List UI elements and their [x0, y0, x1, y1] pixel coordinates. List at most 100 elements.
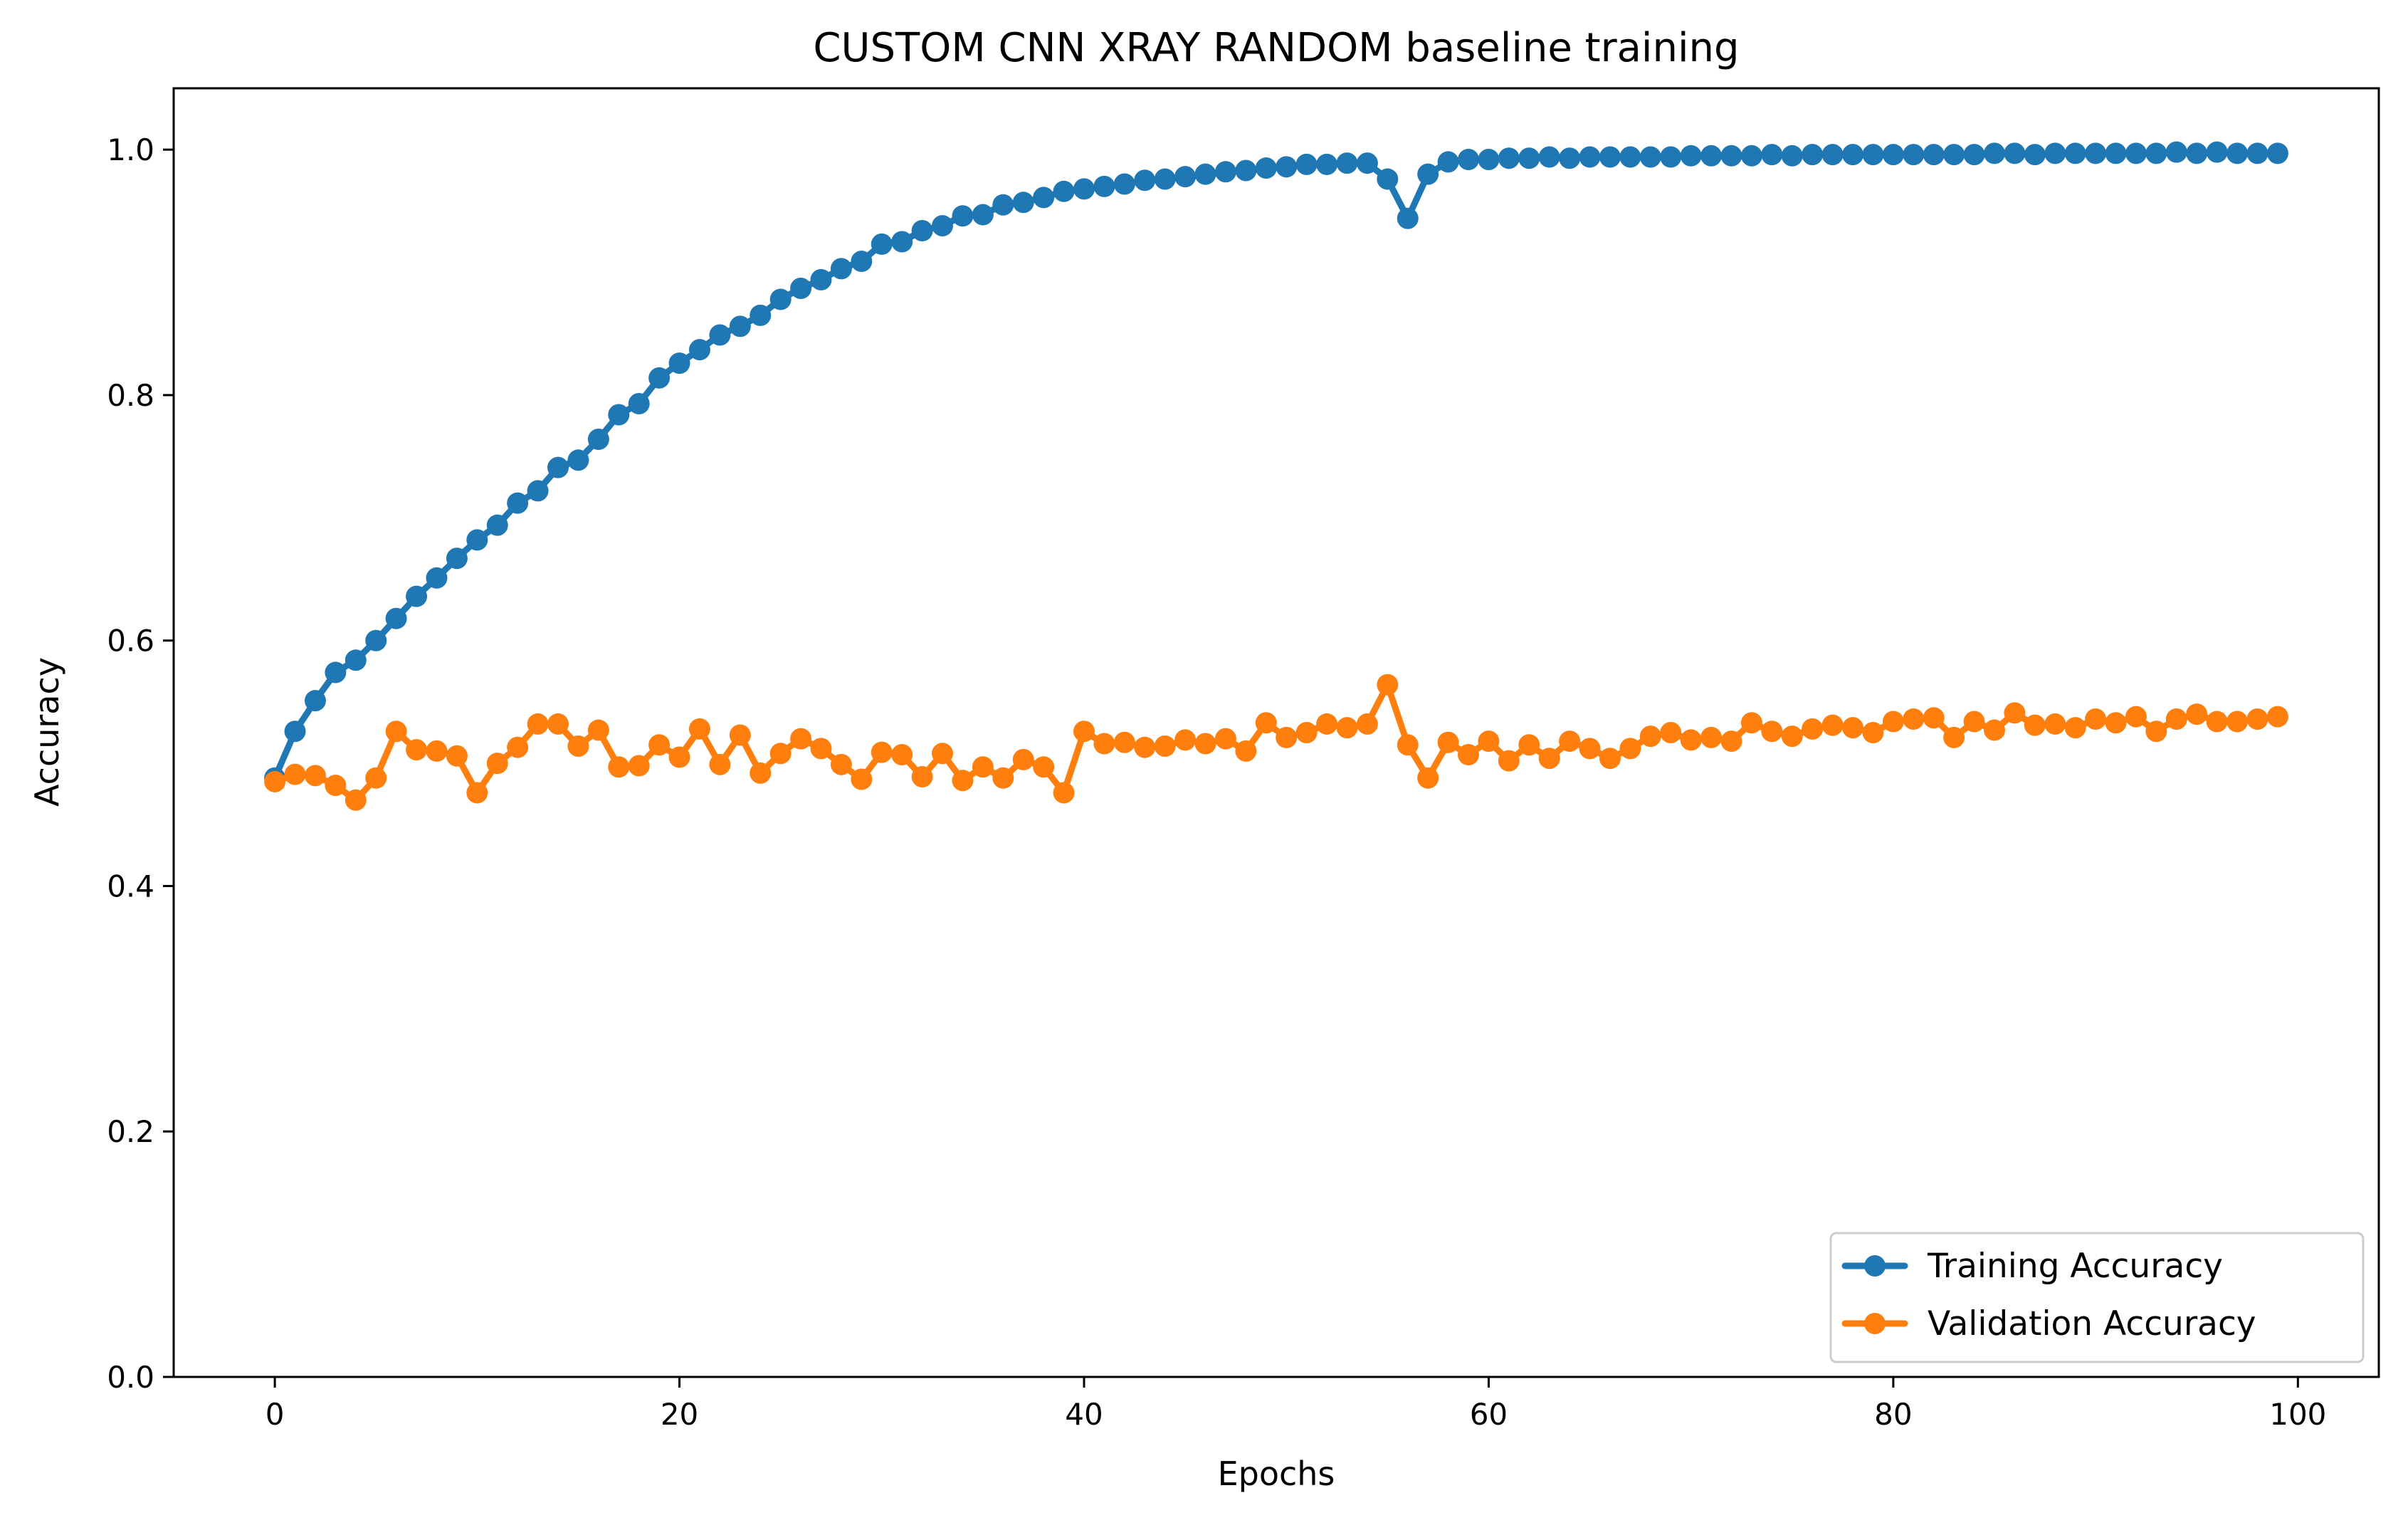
series-markers-training-accuracy — [264, 141, 2288, 789]
series-line-validation-accuracy — [271, 681, 2281, 804]
data-point-validation-accuracy — [1862, 722, 1884, 743]
legend-swatch-marker-training-accuracy — [1864, 1255, 1886, 1277]
data-point-training-accuracy — [729, 315, 751, 337]
data-point-validation-accuracy — [729, 724, 751, 746]
data-point-training-accuracy — [345, 649, 367, 671]
data-point-validation-accuracy — [1983, 719, 2005, 741]
data-point-training-accuracy — [1639, 146, 1661, 168]
data-point-validation-accuracy — [1903, 708, 1925, 730]
data-point-validation-accuracy — [2044, 713, 2066, 735]
data-point-validation-accuracy — [769, 743, 792, 765]
data-point-training-accuracy — [1882, 144, 1904, 166]
data-point-training-accuracy — [992, 194, 1014, 216]
plot-area: 0 20 40 60 80 100 0.0 0.2 0.4 0.6 0.8 1.0 — [107, 87, 2380, 1432]
data-point-validation-accuracy — [1720, 730, 1742, 753]
data-point-training-accuracy — [932, 215, 954, 237]
data-point-validation-accuracy — [2024, 714, 2046, 736]
legend-label-training-accuracy: Training Accuracy — [1927, 1247, 2223, 1286]
data-point-validation-accuracy — [648, 734, 671, 756]
x-tick-label: 40 — [1065, 1397, 1103, 1432]
data-point-validation-accuracy — [1154, 735, 1176, 757]
data-point-validation-accuracy — [790, 728, 812, 750]
data-point-validation-accuracy — [587, 719, 609, 741]
data-point-validation-accuracy — [1579, 738, 1601, 760]
data-point-validation-accuracy — [1235, 740, 1257, 762]
data-point-validation-accuracy — [2266, 706, 2288, 728]
data-point-training-accuracy — [406, 585, 428, 607]
data-point-training-accuracy — [952, 205, 974, 227]
y-tick-label: 0.0 — [107, 1360, 154, 1395]
data-point-validation-accuracy — [1882, 711, 1904, 733]
data-point-validation-accuracy — [891, 744, 913, 766]
data-point-training-accuracy — [2024, 144, 2046, 166]
data-point-validation-accuracy — [1012, 748, 1034, 770]
data-point-validation-accuracy — [2064, 717, 2086, 739]
data-point-training-accuracy — [1498, 147, 1520, 169]
data-point-training-accuracy — [1862, 144, 1884, 166]
data-point-training-accuracy — [1093, 175, 1115, 197]
data-point-training-accuracy — [1113, 173, 1135, 195]
data-point-validation-accuracy — [1761, 721, 1783, 743]
data-point-validation-accuracy — [1518, 734, 1540, 756]
data-point-training-accuracy — [1377, 168, 1399, 190]
data-point-validation-accuracy — [1639, 725, 1661, 748]
data-point-validation-accuracy — [567, 735, 589, 757]
chart-legend: Training Accuracy Validation Accuracy — [1829, 1232, 2365, 1363]
data-point-validation-accuracy — [1943, 726, 1965, 748]
data-point-validation-accuracy — [952, 770, 974, 792]
data-point-validation-accuracy — [1417, 767, 1439, 789]
data-point-training-accuracy — [527, 480, 549, 502]
legend-box — [1829, 1232, 2365, 1363]
y-tick-label: 0.4 — [107, 869, 154, 903]
data-point-validation-accuracy — [2145, 721, 2167, 743]
data-point-validation-accuracy — [1538, 748, 1560, 770]
data-point-training-accuracy — [1700, 145, 1723, 167]
data-point-training-accuracy — [446, 547, 468, 570]
data-point-training-accuracy — [1720, 145, 1742, 167]
data-point-training-accuracy — [628, 393, 650, 415]
series-markers-validation-accuracy — [264, 674, 2288, 811]
data-point-training-accuracy — [1295, 153, 1318, 175]
data-point-validation-accuracy — [304, 765, 326, 787]
data-point-training-accuracy — [2004, 142, 2026, 164]
data-point-training-accuracy — [1012, 192, 1034, 214]
data-point-training-accuracy — [2125, 142, 2147, 164]
data-point-validation-accuracy — [345, 789, 367, 811]
data-point-validation-accuracy — [325, 775, 347, 797]
data-point-validation-accuracy — [2206, 711, 2228, 733]
data-point-validation-accuracy — [1923, 707, 1945, 729]
x-tick-label: 0 — [265, 1397, 285, 1432]
data-point-validation-accuracy — [365, 767, 387, 789]
data-point-validation-accuracy — [1599, 748, 1621, 770]
data-point-validation-accuracy — [1740, 712, 1762, 734]
data-point-validation-accuracy — [2125, 706, 2147, 728]
data-point-validation-accuracy — [2085, 708, 2107, 730]
data-point-validation-accuracy — [668, 746, 690, 768]
data-point-validation-accuracy — [750, 762, 772, 784]
data-point-validation-accuracy — [1214, 728, 1236, 750]
data-point-training-accuracy — [1660, 146, 1682, 168]
data-point-training-accuracy — [2165, 141, 2187, 163]
x-tick-label: 100 — [2269, 1397, 2326, 1432]
data-point-training-accuracy — [1316, 153, 1338, 175]
data-point-validation-accuracy — [1134, 736, 1156, 758]
data-point-training-accuracy — [1194, 163, 1216, 185]
data-point-training-accuracy — [1983, 142, 2005, 164]
data-point-training-accuracy — [1336, 152, 1358, 174]
data-point-training-accuracy — [567, 449, 589, 471]
data-point-validation-accuracy — [1781, 725, 1803, 748]
data-point-training-accuracy — [810, 268, 832, 290]
data-point-training-accuracy — [1053, 180, 1075, 202]
data-point-training-accuracy — [1619, 146, 1641, 168]
y-tick-label: 0.6 — [107, 624, 154, 659]
data-point-validation-accuracy — [1316, 713, 1338, 735]
x-tick-label: 80 — [1874, 1397, 1912, 1432]
data-point-validation-accuracy — [871, 741, 893, 763]
data-point-validation-accuracy — [466, 782, 488, 804]
data-point-validation-accuracy — [2004, 702, 2026, 724]
data-point-training-accuracy — [1842, 144, 1864, 166]
data-point-validation-accuracy — [1478, 730, 1500, 753]
data-point-training-accuracy — [1356, 152, 1378, 174]
plot-frame — [172, 87, 2380, 1378]
